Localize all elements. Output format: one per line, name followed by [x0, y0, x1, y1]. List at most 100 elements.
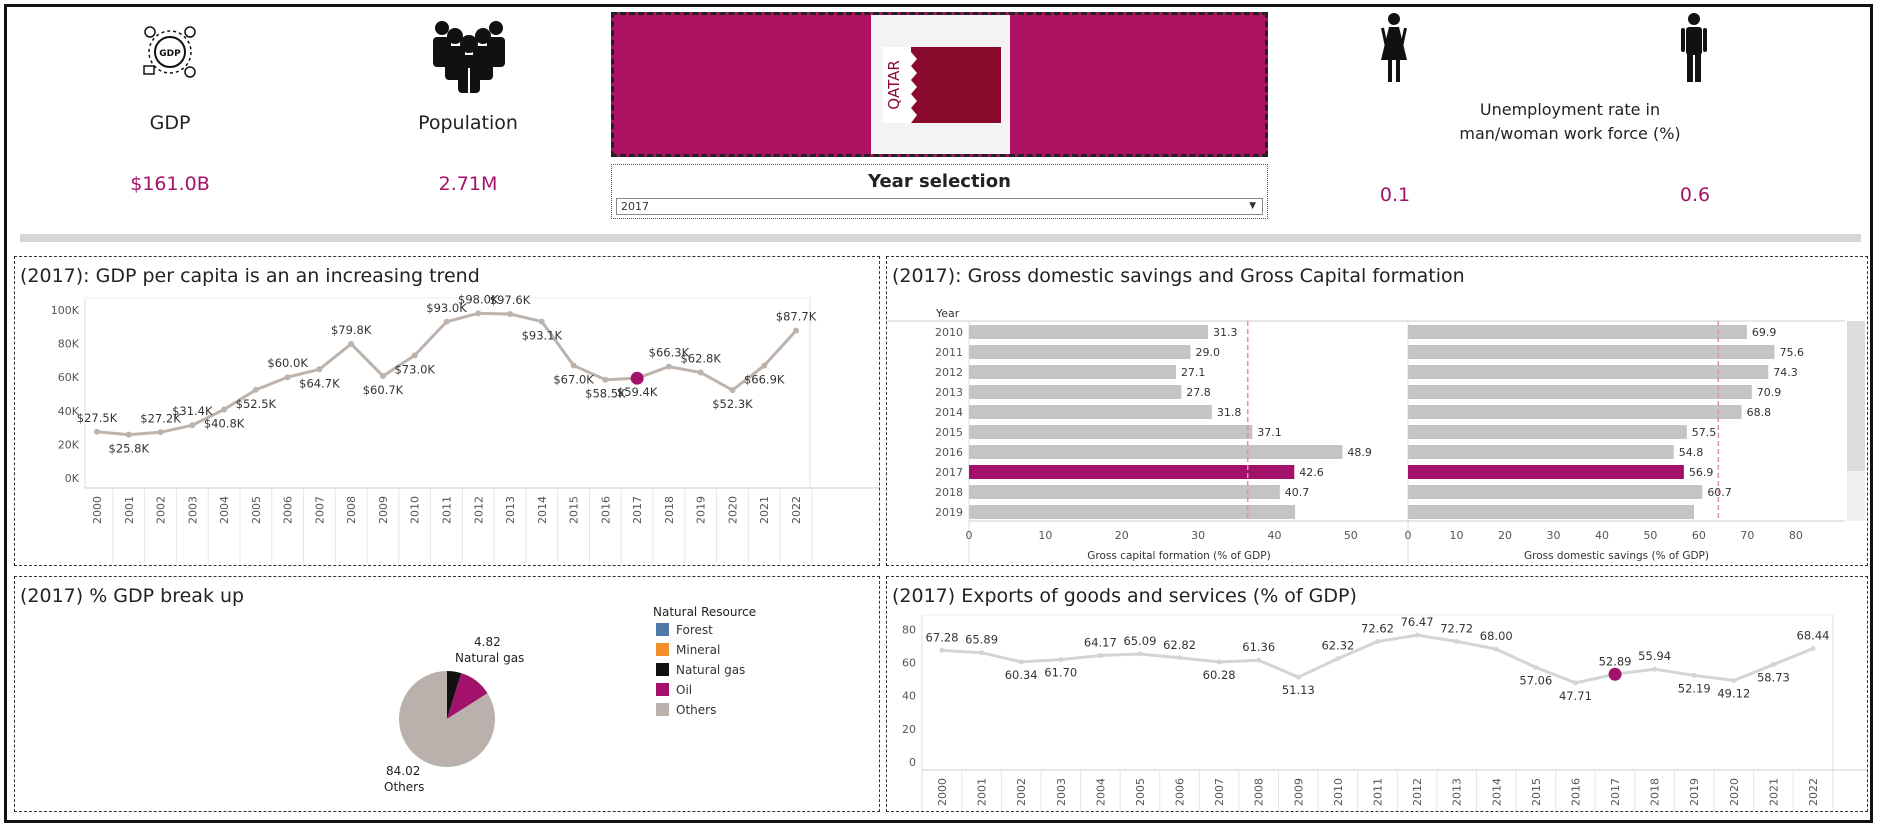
unemployment-label: Unemployment rate in man/woman work forc… [1420, 98, 1720, 146]
data-point [761, 362, 768, 369]
data-point [1691, 672, 1697, 678]
data-label: $27.2K [140, 411, 181, 425]
data-point [729, 387, 736, 394]
gdp-per-capita-chart: 0K 20K 40K 60K 80K 100K $27.5K 2000 $25.8K 2001 $2… [51, 292, 879, 563]
x-tick-label: 20 [1115, 529, 1129, 542]
gdp-value-box: $161.0B [90, 173, 250, 195]
y-tick-label: 60K [58, 371, 80, 384]
x-tick-label: 2017 [631, 496, 644, 524]
x-tick-label: 2020 [1728, 778, 1741, 806]
gdp-per-capita-panel: (2017): GDP per capita is an an increasi… [14, 256, 880, 566]
data-label: $73.0K [394, 362, 435, 376]
data-point [94, 428, 100, 435]
data-point [939, 647, 945, 653]
population-value: 2.71M [438, 173, 498, 195]
data-label: $59.4K [617, 385, 658, 399]
data-label: $60.0K [267, 356, 308, 370]
year-label: 2010 [935, 326, 963, 339]
data-point [1414, 632, 1420, 638]
x-tick-label: 20 [1498, 529, 1512, 542]
bar-value-label: 70.9 [1757, 386, 1782, 399]
data-label: $62.8K [680, 351, 721, 365]
year-label: 2013 [935, 386, 963, 399]
data-point [316, 366, 323, 373]
x-tick-label: 0 [966, 529, 973, 542]
data-point [1731, 678, 1737, 684]
year-dropdown-value: 2017 [621, 200, 649, 213]
x-tick-label: 2007 [1213, 778, 1226, 806]
data-point [979, 650, 985, 656]
data-label: $52.5K [236, 397, 277, 411]
x-tick-label: 50 [1643, 529, 1657, 542]
data-label: 67.28 [926, 630, 959, 644]
scrollbar-thumb [1847, 321, 1865, 471]
svg-text:GDP: GDP [159, 49, 181, 59]
gdp-breakup-title: (2017) % GDP break up [20, 585, 245, 607]
x-tick-label: 2008 [345, 496, 358, 524]
bar-value-label: 54.8 [1679, 446, 1704, 459]
data-point [252, 386, 259, 393]
gdp-breakup-panel: (2017) % GDP break up Forest Mineral Natur… [14, 576, 880, 812]
x-tick-label: 80 [1789, 529, 1803, 542]
exports-title: (2017) Exports of goods and services (% … [892, 585, 1357, 607]
data-label: $66.9K [744, 373, 785, 387]
x-tick-label: 2000 [91, 496, 104, 524]
x-tick-label: 2018 [1649, 778, 1662, 806]
x-tick-label: 2022 [1807, 778, 1820, 806]
x-tick-label: 2002 [155, 496, 168, 524]
man-icon [1680, 12, 1708, 84]
year-label: 2019 [935, 506, 963, 519]
data-label: $52.3K [712, 397, 753, 411]
population-value-box: 2.71M [388, 173, 548, 195]
data-label: $98.0K [458, 292, 499, 306]
bar [1408, 385, 1752, 399]
bar-value-label: 42.6 [1299, 466, 1324, 479]
savings-title: (2017): Gross domestic savings and Gross… [892, 265, 1465, 287]
year-column-header: Year [935, 307, 960, 320]
year-dropdown[interactable]: 2017 ▼ [616, 198, 1263, 215]
data-point [1018, 659, 1024, 665]
data-point [157, 429, 164, 436]
savings-panel: (2017): Gross domestic savings and Gross… [886, 256, 1868, 566]
x-tick-label: 2019 [695, 496, 708, 524]
x-tick-label: 2012 [472, 496, 485, 524]
data-label: 51.13 [1282, 683, 1315, 697]
bar [1408, 325, 1747, 339]
data-label: 65.09 [1123, 634, 1156, 648]
data-label: 60.34 [1005, 668, 1038, 682]
data-label: 65.89 [965, 633, 998, 647]
section-divider [20, 234, 1861, 242]
x-tick-label: 2002 [1015, 778, 1028, 806]
bar-value-label: 57.5 [1692, 426, 1717, 439]
data-label: $87.7K [776, 310, 817, 324]
data-label: 57.06 [1519, 673, 1552, 687]
data-label: 61.36 [1242, 640, 1275, 654]
data-label: 72.62 [1361, 622, 1394, 636]
x-tick-label: 2010 [1332, 778, 1345, 806]
population-kpi: Population [388, 112, 548, 134]
legend-item: Oil [676, 683, 692, 697]
bar [969, 325, 1209, 339]
data-label: 49.12 [1717, 687, 1750, 701]
chevron-down-icon: ▼ [1249, 201, 1256, 211]
data-label: $93.1K [522, 329, 563, 343]
data-label: 61.70 [1044, 666, 1077, 680]
data-point [221, 406, 228, 413]
x-tick-label: 2021 [758, 496, 771, 524]
bar-value-label: 31.8 [1217, 406, 1242, 419]
x-tick-label: 2003 [1055, 778, 1068, 806]
y-tick-label: 80 [902, 623, 916, 636]
y-tick-label: 100K [51, 304, 80, 317]
year-label: 2016 [935, 446, 963, 459]
data-label: 72.72 [1440, 621, 1473, 635]
bar [1408, 505, 1695, 519]
data-label: 58.73 [1757, 671, 1790, 685]
data-point [602, 376, 609, 383]
y-tick-label: 60 [902, 656, 916, 669]
data-point [284, 374, 291, 381]
gdp-breakup-chart: Forest Mineral Natural gas Oil Others [399, 623, 745, 767]
data-point [1375, 639, 1380, 645]
bar [1408, 405, 1742, 419]
pie-slice-others [399, 671, 496, 767]
data-point [1493, 646, 1499, 652]
